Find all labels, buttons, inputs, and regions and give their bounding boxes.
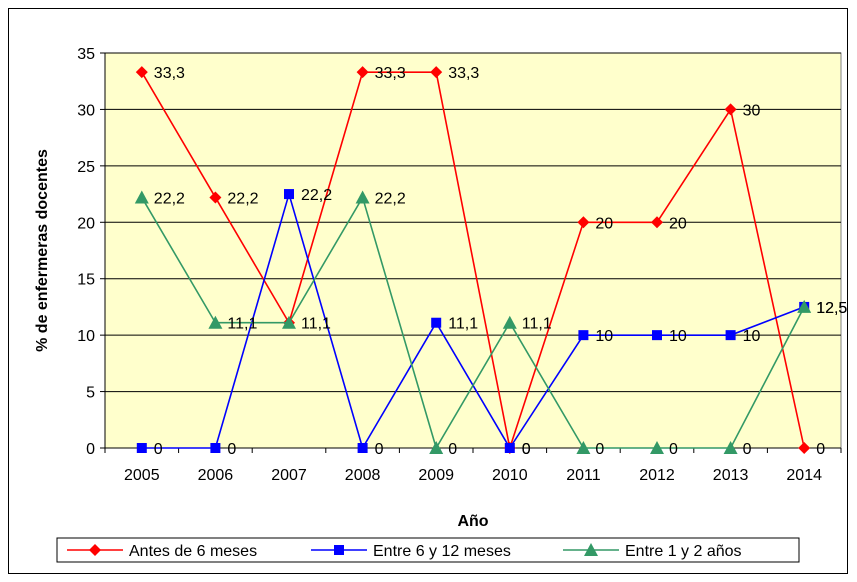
y-tick-label: 35: [77, 46, 95, 63]
data-label: 0: [595, 441, 604, 458]
data-point: [578, 330, 589, 341]
series-3: [134, 190, 812, 454]
data-point: [431, 317, 442, 328]
y-tick-label: 0: [86, 441, 95, 458]
x-tick-label: 2009: [418, 467, 454, 484]
y-tick-label: 10: [77, 328, 95, 345]
data-label: 0: [669, 441, 678, 458]
data-point: [723, 441, 738, 454]
data-label: 10: [595, 328, 613, 345]
data-point: [576, 441, 591, 454]
data-label: 0: [743, 441, 752, 458]
x-tick-label: 2010: [492, 467, 528, 484]
x-tick-label: 2007: [271, 467, 307, 484]
data-point: [209, 191, 222, 204]
data-point: [208, 315, 223, 329]
series-line: [141, 195, 805, 450]
data-label: 33,3: [154, 65, 185, 82]
data-point: [725, 330, 736, 341]
x-tick-label: 2008: [345, 467, 381, 484]
data-label: 0: [816, 441, 825, 458]
x-tick-label: 2005: [124, 467, 160, 484]
data-label: 10: [743, 328, 761, 345]
data-point: [210, 443, 221, 453]
x-tick-label: 2011: [566, 467, 601, 484]
data-label: 0: [227, 441, 236, 458]
data-label: 11,1: [448, 316, 478, 333]
data-label: 0: [522, 441, 531, 458]
data-point: [652, 330, 662, 341]
data-label: 0: [522, 441, 531, 458]
data-label: 11,1: [301, 316, 331, 333]
data-point: [134, 190, 149, 204]
y-tick-label: 15: [77, 272, 95, 289]
data-point: [135, 66, 148, 79]
y-tick-label: 30: [77, 102, 95, 119]
y-axis-title: % de enfermeras docentes: [34, 149, 51, 352]
data-point: [136, 443, 147, 453]
data-label: 12,5: [816, 300, 847, 317]
data-point: [798, 442, 811, 454]
x-axis-title: Año: [457, 513, 488, 530]
data-point: [651, 216, 663, 229]
y-tick-label: 5: [86, 385, 95, 402]
data-label: 22,2: [154, 190, 185, 207]
data-label: 11,1: [227, 316, 257, 333]
data-label: 20: [669, 215, 687, 232]
legend-entry: Antes de 6 meses: [129, 543, 257, 560]
data-point: [577, 216, 590, 229]
legend-box: [56, 537, 800, 563]
y-tick-label: 25: [77, 159, 95, 176]
data-point: [504, 443, 515, 453]
data-point: [284, 189, 294, 200]
legend-marker: [334, 545, 344, 555]
data-label: 0: [448, 441, 457, 458]
legend-entry: Entre 6 y 12 meses: [373, 543, 511, 560]
y-tick-label: 20: [77, 215, 95, 232]
series-line: [141, 71, 805, 452]
data-point: [355, 190, 370, 204]
data-point: [430, 66, 443, 79]
data-label: 0: [375, 441, 384, 458]
data-point: [357, 443, 368, 453]
data-point: [797, 299, 812, 313]
data-point: [724, 103, 737, 116]
data-label: 22,2: [375, 190, 406, 207]
data-point: [502, 315, 517, 329]
legend-entry: Entre 1 y 2 años: [625, 543, 742, 560]
data-label: 12,5: [816, 300, 847, 317]
legend-marker: [89, 544, 101, 556]
data-point: [356, 66, 369, 79]
data-point: [650, 441, 664, 454]
data-label: 0: [154, 441, 163, 458]
data-point: [429, 441, 444, 454]
data-label: 33,3: [448, 65, 479, 82]
data-label: 30: [743, 102, 761, 119]
x-tick-label: 2014: [786, 467, 822, 484]
legend-marker: [584, 543, 598, 556]
data-label: 22,2: [301, 187, 332, 204]
chart-frame: 0 5 10 15 20 25 30 35 2005 2006 2007 2008 2009 2010 20…: [8, 8, 848, 574]
x-tick-label: 2006: [198, 467, 234, 484]
data-label: 11,1: [522, 316, 552, 333]
data-label: 10: [669, 328, 687, 345]
data-label: 22,2: [227, 190, 258, 207]
legend: Antes de 6 meses Entre 6 y 12 meses Entre …: [56, 537, 800, 563]
data-point: [282, 315, 296, 329]
x-tick-label: 2012: [639, 467, 675, 484]
data-label: 33,3: [375, 65, 406, 82]
plot-area: [104, 52, 842, 449]
data-label: 20: [595, 215, 613, 232]
x-tick-label: 2013: [713, 467, 749, 484]
